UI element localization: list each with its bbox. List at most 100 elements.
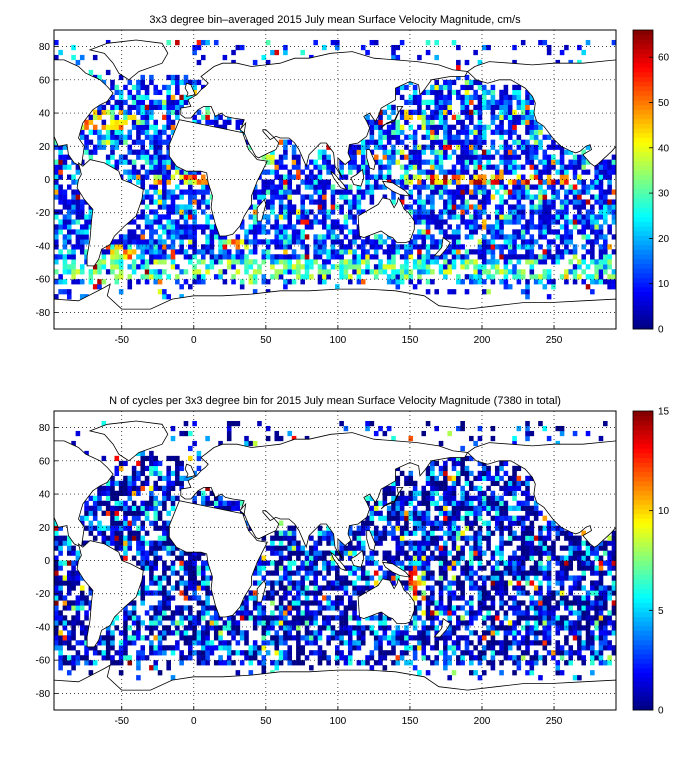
bin-cell (339, 194, 344, 200)
bin-cell (153, 249, 158, 255)
bin-cell (529, 214, 535, 220)
bin-cell (114, 660, 120, 666)
bin-cell (105, 535, 111, 541)
bin-cell (438, 239, 444, 245)
bin-cell (486, 560, 491, 566)
bin-cell (118, 239, 124, 245)
bin-cell (287, 204, 293, 210)
colorbar-segment (633, 300, 653, 307)
bin-cell (231, 660, 236, 666)
bin-cell (559, 154, 565, 160)
bin-cell (430, 129, 435, 135)
bin-cell (490, 224, 496, 230)
bin-cell (287, 575, 293, 581)
bin-cell (447, 134, 452, 140)
bin-cell (157, 189, 163, 195)
bin-cell (157, 545, 163, 551)
bin-cell (490, 645, 496, 651)
bin-cell (283, 650, 288, 656)
bin-cell (75, 194, 81, 200)
bin-cell (507, 284, 513, 290)
bin-cell (339, 264, 344, 270)
bin-cell (417, 234, 422, 240)
bin-cell (577, 595, 582, 601)
bin-cell (278, 550, 284, 556)
bin-cell (516, 580, 522, 586)
bin-cell (66, 670, 72, 676)
bin-cell (603, 279, 608, 285)
bin-cell (447, 139, 452, 145)
bin-cell (382, 194, 388, 200)
bin-cell (257, 560, 262, 566)
bin-cell (58, 665, 63, 671)
bin-cell (486, 249, 491, 255)
bin-cell (590, 184, 595, 190)
bin-cell (469, 84, 474, 91)
bin-cell (162, 189, 167, 195)
bin-cell (131, 119, 137, 125)
bin-cell (170, 79, 176, 86)
bin-cell (378, 184, 383, 190)
bin-cell (499, 144, 504, 150)
bin-cell (278, 269, 284, 275)
bin-cell (611, 580, 617, 586)
bin-cell (218, 635, 223, 641)
bin-cell (140, 620, 146, 626)
bin-cell (581, 49, 586, 56)
bin-cell (456, 184, 461, 190)
bin-cell (486, 189, 491, 195)
bin-cell (192, 565, 197, 571)
bin-cell (581, 645, 586, 651)
bin-cell (322, 199, 327, 205)
bin-cell (317, 269, 323, 275)
bin-cell (607, 229, 612, 235)
bin-cell (525, 179, 530, 185)
bin-cell (469, 189, 474, 195)
bin-cell (205, 600, 210, 606)
bin-cell (503, 149, 509, 155)
bin-cell (590, 620, 595, 626)
bin-cell (412, 264, 418, 270)
bin-cell (309, 224, 314, 230)
bin-cell (503, 169, 509, 175)
bin-cell (343, 565, 349, 571)
bin-cell (274, 545, 280, 551)
bin-cell (451, 164, 457, 170)
bin-cell (231, 635, 236, 641)
bin-cell (153, 134, 158, 140)
bin-cell (309, 640, 314, 646)
bin-cell (75, 605, 81, 611)
bin-cell (110, 119, 115, 125)
bin-cell (516, 89, 522, 96)
bin-cell (317, 239, 323, 245)
bin-cell (326, 550, 331, 556)
bin-cell (525, 555, 530, 561)
bin-cell (477, 59, 483, 66)
bin-cell (408, 204, 414, 210)
bin-cell (140, 560, 146, 566)
bin-cell (317, 650, 323, 656)
bin-cell (157, 289, 163, 295)
bin-cell (149, 159, 154, 165)
bin-cell (464, 274, 470, 280)
bin-cell (425, 610, 431, 616)
bin-cell (572, 214, 578, 220)
bin-cell (235, 239, 241, 245)
bin-cell (443, 640, 448, 646)
bin-cell (386, 625, 392, 631)
bin-cell (97, 129, 102, 135)
bin-cell (166, 540, 171, 546)
bin-cell (157, 104, 163, 110)
bin-cell (499, 605, 504, 611)
bin-cell (274, 269, 280, 275)
bin-cell (274, 550, 280, 556)
bin-cell (322, 224, 327, 230)
bin-cell (153, 119, 158, 125)
bin-cell (564, 214, 569, 220)
bin-cell (248, 239, 254, 245)
bin-cell (58, 164, 63, 170)
bin-cell (546, 610, 552, 616)
bin-cell (525, 625, 530, 631)
bin-cell (464, 540, 470, 546)
bin-cell (434, 184, 439, 190)
